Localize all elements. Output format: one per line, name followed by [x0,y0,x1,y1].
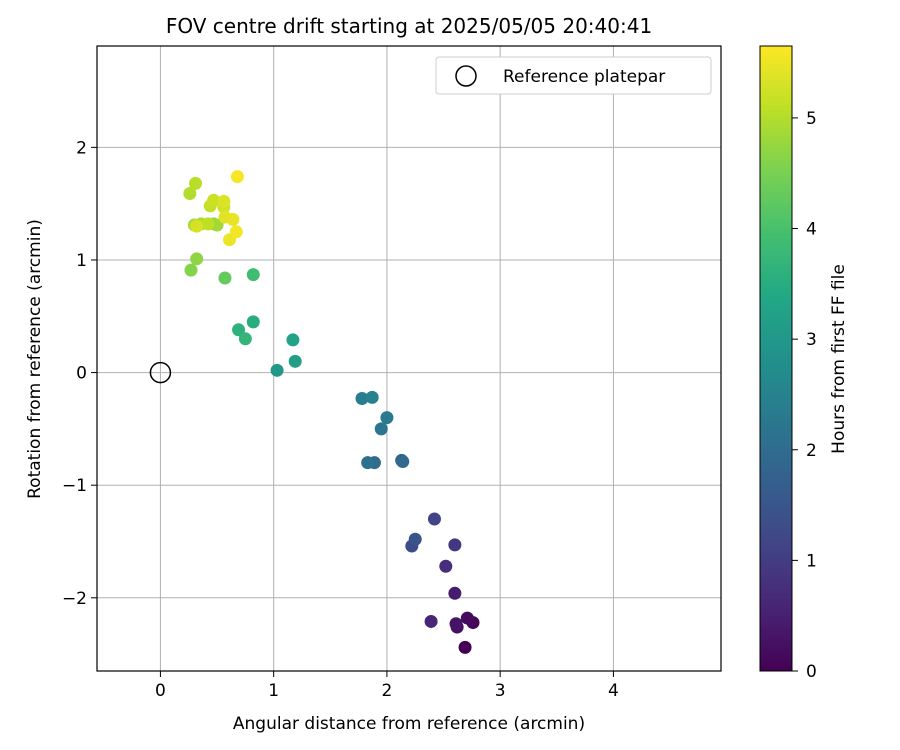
colorbar-label: Hours from first FF file [829,264,849,454]
legend-label: Reference platepar [503,67,665,87]
data-point [190,219,204,233]
data-point [207,193,221,207]
plot-background [97,46,721,671]
y-tick-label: −1 [62,476,87,496]
colorbar-ticks: 0 1 2 3 4 5 [792,109,817,682]
x-axis-label: Angular distance from reference (arcmin) [233,714,585,734]
scatter-points [183,170,480,654]
data-point [427,512,441,526]
data-point [396,455,410,469]
data-point [424,614,438,628]
data-point [217,194,231,208]
grid [97,46,721,671]
data-point [286,333,300,347]
data-point [232,323,246,337]
colorbar-tick-label: 2 [806,441,817,461]
colorbar: 0 1 2 3 4 5 Hours from first FF file [759,45,849,682]
data-point [201,217,215,231]
data-point [183,187,197,201]
x-axis-ticks: 0 1 2 3 4 [155,671,619,701]
y-tick-label: 2 [76,138,87,158]
plot-frame [96,45,722,672]
plot-area: 0 1 2 3 4 −2 −1 0 1 2 [62,45,722,701]
y-axis-ticks: −2 −1 0 1 2 [62,138,97,609]
data-point [238,332,252,346]
x-tick-label: 0 [155,681,166,701]
y-axis-label: Rotation from reference (arcmin) [25,219,45,499]
data-point [218,271,232,285]
data-point [184,263,198,277]
data-point [458,640,472,654]
data-point [380,411,394,425]
colorbar-tick-label: 5 [806,109,817,129]
data-point [361,456,375,470]
y-tick-label: −2 [62,589,87,609]
legend: Reference platepar [435,56,712,95]
colorbar-tick-label: 0 [806,662,817,682]
colorbar-tick-label: 1 [806,551,817,571]
colorbar-tick-label: 4 [806,220,817,240]
chart-title: FOV centre drift starting at 2025/05/05 … [166,14,652,38]
data-point [270,363,284,377]
data-point [226,212,240,226]
data-point [288,354,302,368]
x-tick-label: 2 [382,681,393,701]
data-point [246,268,260,282]
legend-marker [455,65,477,87]
x-tick-label: 1 [268,681,279,701]
data-point [365,390,379,404]
data-point [449,617,463,631]
y-tick-label: 1 [76,251,87,271]
x-tick-label: 4 [608,681,619,701]
data-point [374,422,388,436]
data-point [229,225,243,239]
data-point [189,176,203,190]
data-point [408,532,422,546]
data-point [448,586,462,600]
x-tick-label: 3 [495,681,506,701]
data-point [230,170,244,184]
colorbar-tick-label: 3 [806,330,817,350]
data-point [190,252,204,266]
reference-platepar-marker [149,361,172,384]
y-tick-label: 0 [76,364,87,384]
data-point [246,315,260,329]
legend-frame [435,56,712,95]
data-point [355,391,369,405]
data-point [439,559,453,573]
data-point [448,538,462,552]
colorbar-gradient [759,45,793,672]
data-point [460,611,474,625]
